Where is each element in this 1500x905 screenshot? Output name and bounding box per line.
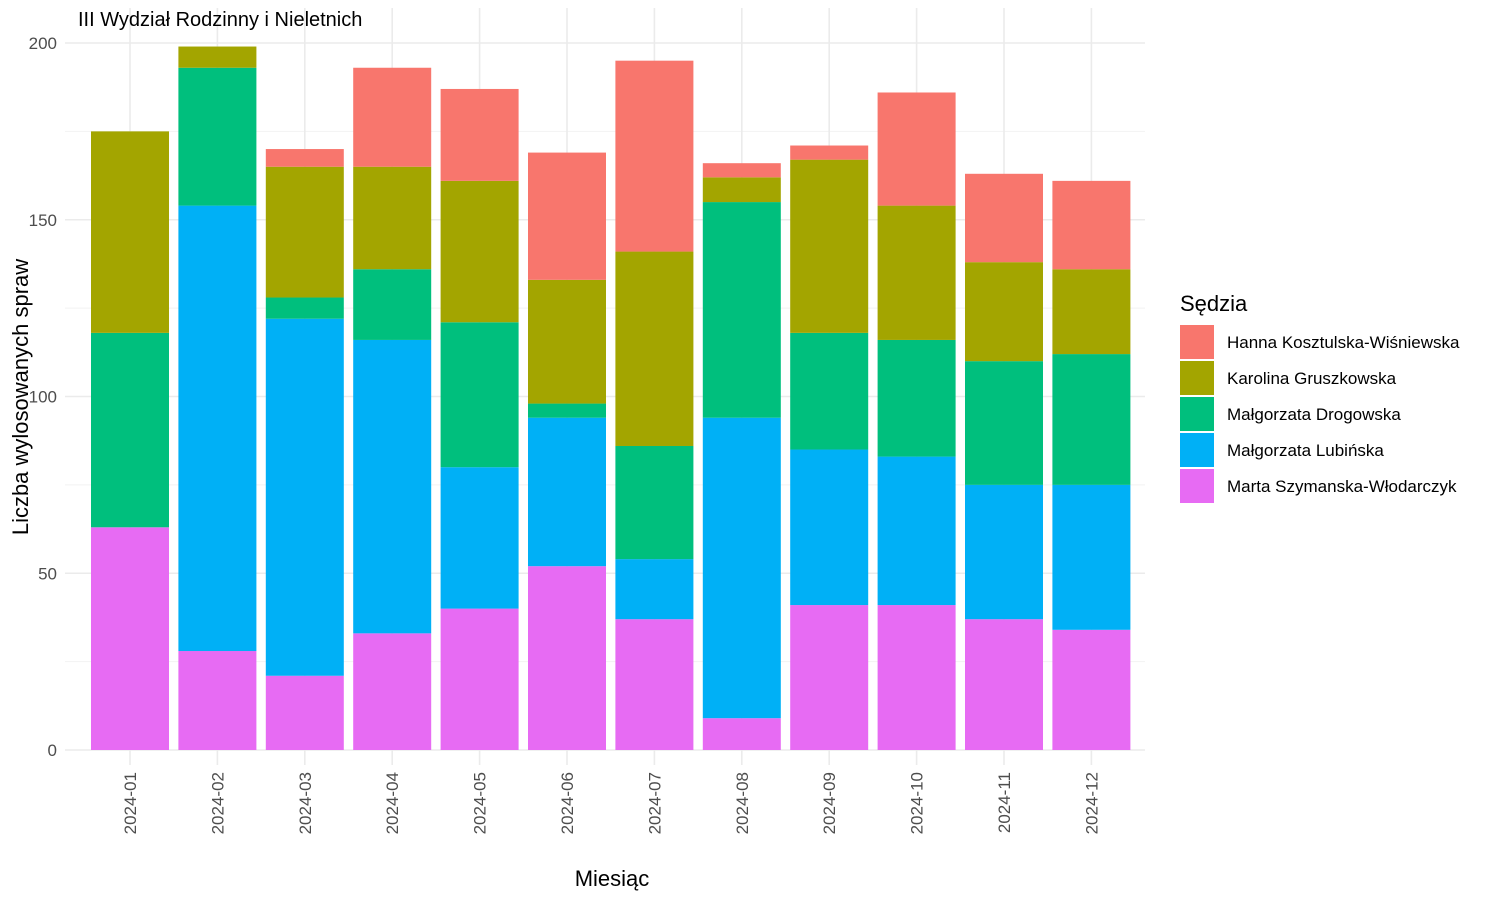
bar-segment — [440, 180, 519, 323]
bar-segment — [178, 67, 257, 206]
bar-segment — [965, 262, 1043, 362]
y-tick-label: 100 — [29, 388, 57, 407]
bar-segment — [702, 163, 781, 178]
legend-key — [1180, 325, 1214, 359]
bar-segment — [702, 718, 781, 750]
bar-segment — [965, 484, 1043, 620]
bar-segment — [615, 619, 694, 750]
x-tick-label: 2024-05 — [471, 772, 490, 834]
bar-segment — [790, 449, 869, 606]
y-tick-label: 0 — [48, 741, 57, 760]
bar-segment — [965, 619, 1043, 750]
bar-segment — [790, 332, 869, 450]
legend-key — [1180, 469, 1214, 503]
bar-segment — [353, 269, 432, 340]
bar-segment — [877, 339, 956, 457]
bar-segment — [91, 332, 169, 528]
x-tick-label: 2024-03 — [296, 772, 315, 834]
bars — [91, 46, 1131, 750]
bar-segment — [1052, 629, 1131, 750]
bar-segment — [265, 297, 344, 319]
bar-segment — [353, 633, 432, 750]
bar-segment — [877, 205, 956, 340]
bar-segment — [91, 527, 169, 750]
legend: Sędzia Hanna Kosztulska-Wiśniewska Karoli… — [1180, 291, 1460, 503]
bar-segment — [353, 166, 432, 270]
bar-segment — [178, 205, 257, 652]
bar-segment — [1052, 484, 1131, 630]
x-axis-title: Miesiąc — [575, 866, 650, 891]
x-tick-label: 2024-09 — [820, 772, 839, 834]
bar-segment — [1052, 180, 1131, 270]
legend-label: Małgorzata Drogowska — [1227, 405, 1401, 424]
chart-title: III Wydział Rodzinny i Nieletnich — [78, 9, 362, 31]
bar-segment — [877, 92, 956, 206]
axes: 0 50 100 150 200 2024-01 2024-02 2024-03 2024-04… — [29, 34, 1102, 834]
bar-segment — [528, 403, 606, 418]
x-tick-label: 2024-08 — [733, 772, 752, 834]
legend-label: Małgorzata Lubińska — [1227, 441, 1384, 460]
legend-label: Marta Szymanska-Włodarczyk — [1227, 477, 1457, 496]
bar-segment — [1052, 354, 1131, 485]
bar-segment — [440, 608, 519, 750]
x-tick-label: 2024-01 — [121, 772, 140, 834]
bar-segment — [440, 467, 519, 609]
bar-segment — [178, 651, 257, 750]
bar-segment — [528, 152, 606, 280]
legend-key — [1180, 433, 1214, 467]
bar-segment — [615, 251, 694, 446]
bar-segment — [528, 417, 606, 567]
bar-segment — [1052, 269, 1131, 355]
bar-segment — [528, 279, 606, 404]
y-tick-label: 50 — [38, 564, 57, 583]
bar-segment — [702, 417, 781, 719]
legend-key — [1180, 397, 1214, 431]
bar-segment — [353, 339, 432, 634]
bar-segment — [615, 60, 694, 252]
bar-segment — [265, 166, 344, 298]
bar-segment — [528, 566, 606, 750]
bar-segment — [877, 605, 956, 750]
bar-segment — [790, 145, 869, 160]
legend-label: Karolina Gruszkowska — [1227, 369, 1397, 388]
bar-segment — [615, 445, 694, 560]
bar-segment — [877, 456, 956, 606]
bar-segment — [790, 159, 869, 333]
legend-title: Sędzia — [1180, 291, 1248, 316]
bar-segment — [265, 675, 344, 750]
x-tick-label: 2024-12 — [1082, 772, 1101, 834]
x-tick-label: 2024-04 — [383, 772, 402, 834]
bar-segment — [265, 149, 344, 167]
bar-segment — [440, 322, 519, 468]
legend-label: Hanna Kosztulska-Wiśniewska — [1227, 333, 1460, 352]
bar-segment — [965, 173, 1043, 263]
bar-segment — [265, 318, 344, 676]
x-tick-label: 2024-06 — [558, 772, 577, 834]
bar-segment — [702, 177, 781, 203]
x-tick-label: 2024-07 — [645, 772, 664, 834]
x-tick-label: 2024-10 — [908, 772, 927, 834]
y-axis-title: Liczba wylosowanych spraw — [8, 259, 33, 535]
legend-key — [1180, 361, 1214, 395]
bar-segment — [615, 559, 694, 620]
bar-segment — [178, 46, 257, 68]
bar-segment — [702, 202, 781, 418]
bar-segment — [790, 605, 869, 750]
x-tick-label: 2024-11 — [995, 772, 1014, 833]
x-tick-label: 2024-02 — [208, 772, 227, 834]
bar-segment — [965, 361, 1043, 485]
bar-segment — [353, 67, 432, 167]
y-tick-label: 200 — [29, 34, 57, 53]
bar-segment — [91, 131, 169, 333]
y-tick-label: 150 — [29, 211, 57, 230]
bar-segment — [440, 88, 519, 181]
